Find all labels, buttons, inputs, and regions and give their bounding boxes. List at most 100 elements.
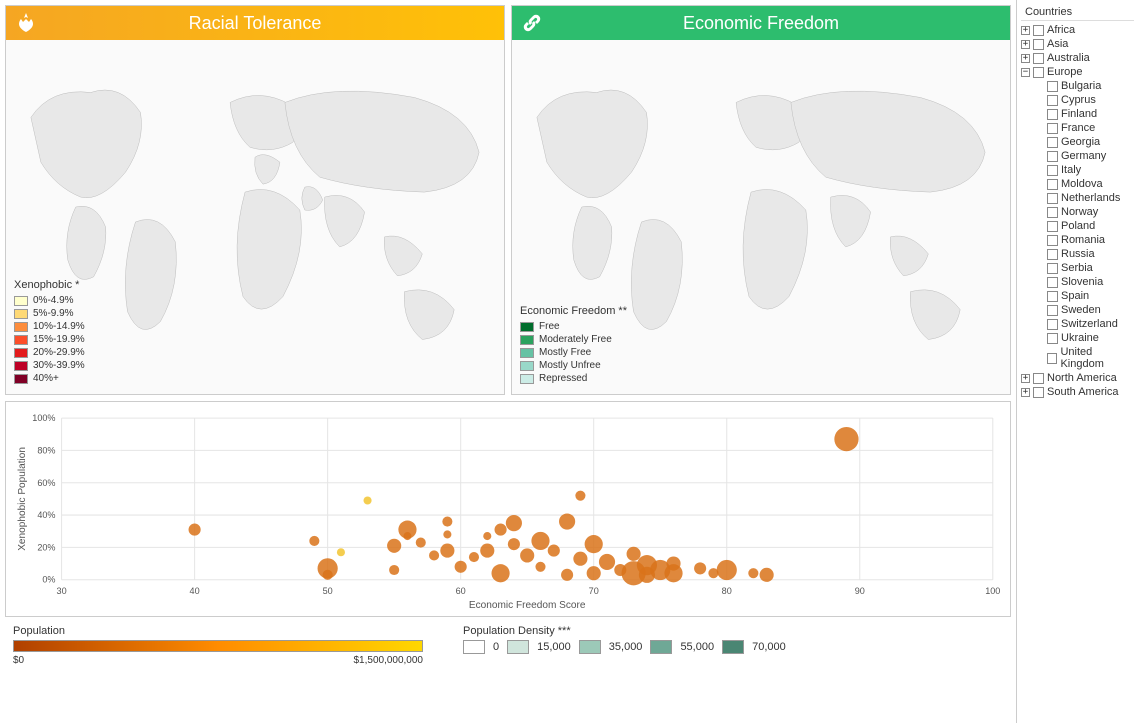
scatter-point[interactable]: [483, 532, 491, 540]
expand-icon[interactable]: +: [1021, 374, 1030, 383]
scatter-point[interactable]: [506, 515, 522, 531]
tree-leaf[interactable]: Serbia: [1047, 261, 1134, 275]
tree-leaf[interactable]: Slovenia: [1047, 275, 1134, 289]
tree-leaf[interactable]: Georgia: [1047, 135, 1134, 149]
tree-node[interactable]: +South America: [1021, 385, 1134, 399]
scatter-point[interactable]: [309, 536, 319, 546]
checkbox[interactable]: [1047, 305, 1058, 316]
expand-icon[interactable]: +: [1021, 26, 1030, 35]
tree-leaf[interactable]: Romania: [1047, 233, 1134, 247]
legend-item[interactable]: 15%-19.9%: [14, 334, 85, 345]
scatter-point[interactable]: [508, 538, 520, 550]
tree-leaf[interactable]: Norway: [1047, 205, 1134, 219]
checkbox[interactable]: [1047, 353, 1057, 364]
scatter-point[interactable]: [455, 561, 467, 573]
legend-item[interactable]: Moderately Free: [520, 334, 627, 345]
tree-leaf[interactable]: Italy: [1047, 163, 1134, 177]
legend-item[interactable]: Repressed: [520, 373, 627, 384]
tree-leaf[interactable]: Russia: [1047, 247, 1134, 261]
checkbox[interactable]: [1047, 81, 1058, 92]
scatter-point[interactable]: [666, 556, 680, 570]
checkbox[interactable]: [1047, 151, 1058, 162]
checkbox[interactable]: [1033, 387, 1044, 398]
legend-item[interactable]: 5%-9.9%: [14, 308, 85, 319]
tree-leaf[interactable]: France: [1047, 121, 1134, 135]
checkbox[interactable]: [1047, 165, 1058, 176]
scatter-point[interactable]: [627, 547, 641, 561]
scatter-point[interactable]: [389, 565, 399, 575]
checkbox[interactable]: [1047, 333, 1058, 344]
tree-leaf[interactable]: Finland: [1047, 107, 1134, 121]
legend-item[interactable]: 20%-29.9%: [14, 347, 85, 358]
legend-item[interactable]: 40%+: [14, 373, 85, 384]
checkbox[interactable]: [1047, 123, 1058, 134]
scatter-point[interactable]: [585, 535, 603, 553]
scatter-point[interactable]: [337, 548, 345, 556]
tree-node[interactable]: +North America: [1021, 371, 1134, 385]
tree-leaf[interactable]: Sweden: [1047, 303, 1134, 317]
checkbox[interactable]: [1047, 249, 1058, 260]
tree-leaf[interactable]: Bulgaria: [1047, 79, 1134, 93]
tree-node[interactable]: +Asia: [1021, 37, 1134, 51]
tree-leaf[interactable]: Poland: [1047, 219, 1134, 233]
checkbox[interactable]: [1033, 25, 1044, 36]
tree-leaf[interactable]: Cyprus: [1047, 93, 1134, 107]
scatter-point[interactable]: [387, 539, 401, 553]
scatter-point[interactable]: [587, 566, 601, 580]
legend-item[interactable]: Mostly Unfree: [520, 360, 627, 371]
checkbox[interactable]: [1033, 67, 1044, 78]
scatter-point[interactable]: [535, 562, 545, 572]
checkbox[interactable]: [1047, 109, 1058, 120]
expand-icon[interactable]: +: [1021, 54, 1030, 63]
scatter-point[interactable]: [694, 562, 706, 574]
scatter-point[interactable]: [469, 552, 479, 562]
checkbox[interactable]: [1047, 291, 1058, 302]
checkbox[interactable]: [1047, 221, 1058, 232]
tree-leaf[interactable]: Moldova: [1047, 177, 1134, 191]
checkbox[interactable]: [1047, 179, 1058, 190]
legend-item[interactable]: 30%-39.9%: [14, 360, 85, 371]
scatter-point[interactable]: [531, 532, 549, 550]
scatter-point[interactable]: [364, 496, 372, 504]
scatter-point[interactable]: [443, 530, 451, 538]
scatter-point[interactable]: [495, 524, 507, 536]
tree-leaf[interactable]: Germany: [1047, 149, 1134, 163]
tree-node[interactable]: −Europe: [1021, 65, 1134, 79]
legend-item[interactable]: Free: [520, 321, 627, 332]
checkbox[interactable]: [1047, 235, 1058, 246]
scatter-point[interactable]: [548, 545, 560, 557]
scatter-chart[interactable]: 0%20%40%60%80%100%30405060708090100Econo…: [12, 408, 1004, 610]
tree-leaf[interactable]: Netherlands: [1047, 191, 1134, 205]
scatter-point[interactable]: [440, 544, 454, 558]
scatter-point[interactable]: [561, 569, 573, 581]
checkbox[interactable]: [1047, 207, 1058, 218]
tree-node[interactable]: +Australia: [1021, 51, 1134, 65]
checkbox[interactable]: [1033, 53, 1044, 64]
scatter-point[interactable]: [748, 568, 758, 578]
tree-node[interactable]: +Africa: [1021, 23, 1134, 37]
scatter-point[interactable]: [480, 544, 494, 558]
scatter-point[interactable]: [834, 427, 858, 451]
scatter-point[interactable]: [323, 570, 333, 580]
tree-leaf[interactable]: Switzerland: [1047, 317, 1134, 331]
checkbox[interactable]: [1047, 319, 1058, 330]
scatter-point[interactable]: [717, 560, 737, 580]
checkbox[interactable]: [1047, 193, 1058, 204]
tree-leaf[interactable]: United Kingdom: [1047, 345, 1134, 371]
checkbox[interactable]: [1047, 263, 1058, 274]
expand-icon[interactable]: +: [1021, 40, 1030, 49]
scatter-point[interactable]: [559, 513, 575, 529]
checkbox[interactable]: [1033, 373, 1044, 384]
scatter-point[interactable]: [398, 521, 416, 539]
expand-icon[interactable]: +: [1021, 388, 1030, 397]
scatter-point[interactable]: [573, 552, 587, 566]
legend-item[interactable]: 0%-4.9%: [14, 295, 85, 306]
legend-item[interactable]: 10%-14.9%: [14, 321, 85, 332]
tree-leaf[interactable]: Ukraine: [1047, 331, 1134, 345]
collapse-icon[interactable]: −: [1021, 68, 1030, 77]
checkbox[interactable]: [1047, 95, 1058, 106]
scatter-point[interactable]: [599, 554, 615, 570]
checkbox[interactable]: [1047, 277, 1058, 288]
scatter-point[interactable]: [189, 524, 201, 536]
tree-leaf[interactable]: Spain: [1047, 289, 1134, 303]
